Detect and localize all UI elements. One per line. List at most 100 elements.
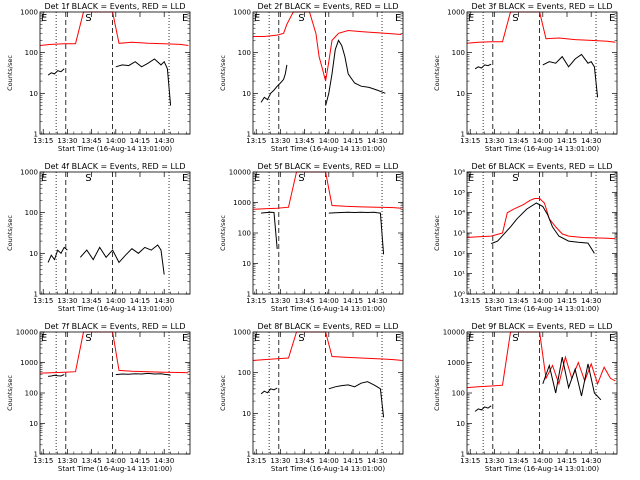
lld-series-line bbox=[39, 331, 189, 374]
plot-frame bbox=[39, 331, 191, 455]
y-tick-label: 1 bbox=[461, 131, 465, 139]
y-tick-label: 10⁶ bbox=[453, 169, 465, 177]
x-tick-label: 14:15 bbox=[343, 137, 363, 145]
y-tick-label: 100 bbox=[452, 390, 465, 398]
y-axis-label: Counts/sec bbox=[6, 215, 14, 251]
x-tick-label: 14:15 bbox=[557, 457, 577, 465]
x-tick-label: 14:30 bbox=[367, 137, 387, 145]
interval-marker: S bbox=[85, 13, 91, 24]
interval-marker: E bbox=[254, 13, 260, 24]
plot-frame bbox=[466, 171, 618, 295]
interval-marker: S bbox=[512, 333, 518, 344]
x-tick-label: 13:30 bbox=[270, 137, 290, 145]
y-tick-label: 1 bbox=[34, 291, 38, 299]
lld-series-line bbox=[252, 331, 402, 361]
x-axis-label: Start Time (16-Aug-14 13:01:00) bbox=[58, 145, 172, 153]
y-tick-label: 100 bbox=[238, 49, 251, 57]
panel-title: Det 6f BLACK = Events, RED = LLD bbox=[471, 162, 612, 171]
x-tick-label: 14:15 bbox=[557, 137, 577, 145]
x-tick-label: 13:30 bbox=[270, 297, 290, 305]
x-tick-label: 13:45 bbox=[509, 297, 529, 305]
y-tick-label: 10 bbox=[456, 420, 465, 428]
x-tick-label: 13:15 bbox=[246, 457, 266, 465]
panel-1: Det 1f BLACK = Events, RED = LLD Counts/s… bbox=[6, 2, 191, 153]
x-tick-label: 13:15 bbox=[460, 457, 480, 465]
x-tick-label: 14:00 bbox=[319, 457, 339, 465]
y-tick-label: 1000 bbox=[233, 9, 251, 17]
lld-series-line bbox=[39, 11, 189, 46]
interval-marker: E bbox=[41, 173, 47, 184]
x-tick-label: 14:00 bbox=[533, 457, 553, 465]
lld-series-line bbox=[466, 331, 616, 389]
x-tick-label: 13:15 bbox=[460, 137, 480, 145]
interval-marker: E bbox=[468, 13, 474, 24]
x-axis-label: Start Time (16-Aug-14 13:01:00) bbox=[58, 305, 172, 313]
x-tick-label: 14:30 bbox=[581, 297, 601, 305]
x-tick-label: 14:15 bbox=[343, 297, 363, 305]
lld-series-line bbox=[466, 11, 616, 44]
x-tick-label: 14:30 bbox=[367, 457, 387, 465]
x-tick-label: 13:45 bbox=[82, 457, 102, 465]
events-series-line bbox=[328, 381, 385, 418]
panel-title: Det 9f BLACK = Events, RED = LLD bbox=[471, 322, 612, 331]
x-axis-label: Start Time (16-Aug-14 13:01:00) bbox=[485, 305, 599, 313]
y-tick-label: 10000 bbox=[443, 329, 465, 337]
events-series-line bbox=[328, 211, 385, 255]
x-axis-label: Start Time (16-Aug-14 13:01:00) bbox=[485, 465, 599, 473]
y-tick-label: 10⁰ bbox=[453, 291, 465, 299]
y-tick-label: 1000 bbox=[233, 199, 251, 207]
panel-title: Det 8f BLACK = Events, RED = LLD bbox=[257, 322, 398, 331]
interval-marker: S bbox=[298, 333, 304, 344]
plot-frame bbox=[252, 171, 404, 295]
x-tick-label: 13:15 bbox=[460, 297, 480, 305]
x-tick-label: 13:15 bbox=[33, 137, 53, 145]
lld-series-line bbox=[252, 171, 402, 210]
y-axis-label: Counts/sec bbox=[6, 375, 14, 411]
y-tick-label: 10² bbox=[453, 250, 465, 258]
panel-title: Det 1f BLACK = Events, RED = LLD bbox=[44, 2, 185, 11]
x-axis-label: Start Time (16-Aug-14 13:01:00) bbox=[271, 305, 385, 313]
interval-marker: S bbox=[512, 13, 518, 24]
panel-7: Det 7f BLACK = Events, RED = LLD Counts/s… bbox=[6, 322, 191, 473]
y-tick-label: 1000 bbox=[20, 9, 38, 17]
interval-marker: E bbox=[468, 333, 474, 344]
x-tick-label: 14:30 bbox=[367, 297, 387, 305]
events-series-line bbox=[48, 374, 65, 377]
x-tick-label: 14:00 bbox=[319, 137, 339, 145]
y-tick-label: 100 bbox=[25, 49, 38, 57]
events-series-line bbox=[115, 58, 172, 106]
panel-8: Det 8f BLACK = Events, RED = LLD Counts/s… bbox=[219, 322, 404, 473]
y-tick-label: 1 bbox=[34, 131, 38, 139]
x-tick-label: 14:15 bbox=[130, 137, 150, 145]
y-tick-label: 10 bbox=[29, 250, 38, 258]
events-series-line bbox=[47, 68, 65, 76]
y-tick-label: 10 bbox=[29, 420, 38, 428]
y-tick-label: 10000 bbox=[16, 329, 38, 337]
events-series-line bbox=[542, 53, 599, 98]
interval-marker: E bbox=[254, 173, 260, 184]
x-tick-label: 14:15 bbox=[130, 297, 150, 305]
y-axis-label: Counts/sec bbox=[219, 215, 227, 251]
x-tick-label: 13:30 bbox=[57, 137, 77, 145]
interval-marker: E bbox=[609, 13, 615, 24]
interval-marker: E bbox=[182, 333, 188, 344]
events-series-line bbox=[47, 246, 68, 263]
events-series-line bbox=[491, 202, 595, 254]
interval-marker: S bbox=[85, 173, 91, 184]
y-tick-label: 100 bbox=[238, 369, 251, 377]
y-tick-label: 10 bbox=[242, 410, 251, 418]
x-tick-label: 14:00 bbox=[106, 297, 126, 305]
interval-marker: E bbox=[609, 333, 615, 344]
events-series-line bbox=[260, 387, 278, 395]
events-series-line bbox=[261, 211, 278, 249]
x-tick-label: 13:15 bbox=[246, 137, 266, 145]
panel-title: Det 5f BLACK = Events, RED = LLD bbox=[257, 162, 398, 171]
events-series-line bbox=[474, 405, 492, 412]
x-tick-label: 13:30 bbox=[484, 457, 504, 465]
x-tick-label: 13:30 bbox=[484, 137, 504, 145]
interval-marker: E bbox=[609, 173, 615, 184]
y-tick-label: 100 bbox=[25, 209, 38, 217]
lld-series-line bbox=[253, 11, 402, 82]
events-series-line bbox=[474, 63, 492, 70]
